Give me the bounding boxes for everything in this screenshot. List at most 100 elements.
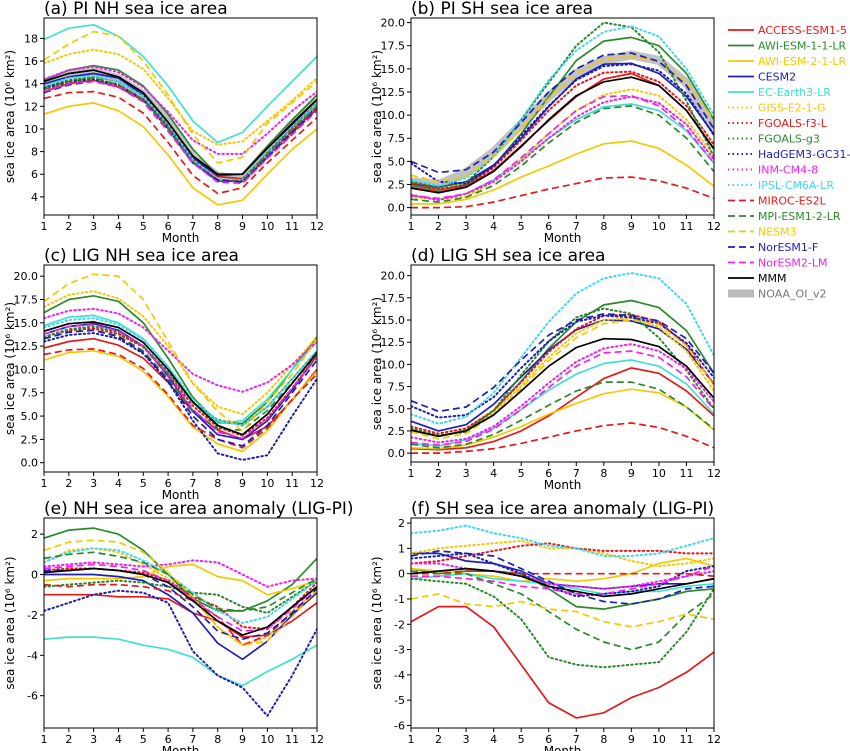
y-tick-label: 20.0: [14, 270, 39, 283]
series-line-fgoals-f3-l: [411, 70, 714, 191]
series-group: [411, 272, 714, 454]
x-tick-label: 10: [652, 733, 666, 746]
y-tick-label: 18: [24, 32, 38, 45]
series-line-hadgem3-gc31-ll: [44, 332, 317, 461]
y-tick-label: 7.5: [388, 132, 406, 145]
y-tick-label: 0: [398, 568, 405, 581]
x-tick-label: 2: [435, 220, 442, 233]
legend-label: MPI-ESM1-2-LR: [758, 210, 841, 223]
x-tick-label: 2: [435, 733, 442, 746]
y-tick-label: 2: [398, 517, 405, 530]
y-axis-label: sea ice area (10⁶ km²): [370, 50, 384, 183]
series-line-inm-cm4-8: [411, 343, 714, 444]
x-tick-label: 3: [463, 220, 470, 233]
x-tick-label: 11: [679, 467, 693, 480]
series-line-mmm: [44, 321, 317, 436]
x-tick-label: 10: [652, 220, 666, 233]
series-line-ec-earth3-lr: [411, 359, 714, 447]
y-tick-label: 15.0: [381, 314, 406, 327]
series-line-giss-e2-1-g: [44, 48, 317, 146]
legend-label: EC-Earth3-LR: [758, 86, 831, 99]
y-axis-label: sea ice area (10⁶ km²): [3, 556, 17, 689]
series-line-mpi-esm1-2-lr: [411, 105, 714, 203]
series-line-fgoals-g3: [44, 325, 317, 427]
series-line-mmm: [411, 76, 714, 194]
series-line-inm-cm4-8: [44, 65, 317, 155]
series-line-miroc-es2l: [44, 90, 317, 195]
y-tick-label: 5.0: [21, 410, 39, 423]
series-group: [411, 21, 714, 209]
y-tick-label: 0.0: [388, 202, 406, 215]
x-tick-label: 5: [518, 220, 525, 233]
legend-label: NOAA_OI_v2: [758, 288, 826, 301]
series-line-access-esm1-5: [411, 367, 714, 451]
y-tick-label: -2: [394, 618, 405, 631]
series-line-noresm2-lm: [44, 563, 317, 632]
legend-label: MMM: [758, 272, 786, 285]
series-group: [44, 23, 317, 206]
series-line-ipsl-cm6a-lr: [44, 317, 317, 427]
x-tick-label: 9: [628, 733, 635, 746]
series-line-awi-esm-1-1-lr: [411, 36, 714, 191]
x-tick-label: 2: [435, 467, 442, 480]
y-tick-label: 8: [31, 146, 38, 159]
series-line-mmm: [44, 567, 317, 636]
x-tick-label: 6: [165, 477, 172, 490]
x-tick-label: 5: [140, 477, 147, 490]
y-tick-label: -6: [27, 690, 38, 703]
panel-title: (e) NH sea ice area anomaly (LIG-PI): [44, 499, 354, 519]
y-tick-label: 2.5: [388, 178, 406, 191]
series-line-fgoals-g3: [411, 577, 714, 669]
x-tick-label: 4: [490, 467, 497, 480]
legend-label: FGOALS-g3: [758, 133, 820, 146]
x-tick-label: 10: [260, 733, 274, 746]
legend-label: NorESM2-LM: [758, 257, 828, 270]
y-tick-label: 7.5: [21, 387, 39, 400]
x-tick-label: 12: [707, 467, 721, 480]
series-line-access-esm1-5: [44, 593, 317, 638]
series-line-noresm2-lm: [411, 565, 714, 595]
y-tick-label: -4: [27, 649, 38, 662]
x-tick-label: 1: [408, 220, 415, 233]
series-line-ipsl-cm6a-lr: [411, 25, 714, 187]
y-tick-label: 5.0: [388, 403, 406, 416]
y-tick-label: 6: [31, 168, 38, 181]
series-line-nesm3: [411, 593, 714, 628]
x-tick-label: 8: [214, 733, 221, 746]
x-tick-label: 5: [518, 467, 525, 480]
plot-frame: [43, 17, 318, 216]
x-tick-label: 6: [165, 733, 172, 746]
legend-label: FGOALS-f3-L: [758, 117, 828, 130]
series-group: [411, 524, 714, 719]
series-line-miroc-es2l: [44, 348, 317, 449]
y-tick-label: 15.0: [381, 63, 406, 76]
x-tick-label: 12: [310, 220, 324, 233]
y-tick-label: -2: [27, 609, 38, 622]
y-tick-label: 10.0: [381, 109, 406, 122]
series-line-miroc-es2l: [411, 422, 714, 454]
x-tick-label: 11: [679, 733, 693, 746]
panel-title: (b) PI SH sea ice area: [411, 0, 593, 19]
series-line-nesm3: [411, 55, 714, 183]
series-line-fgoals-g3: [44, 75, 317, 182]
x-tick-label: 4: [115, 477, 122, 490]
y-tick-label: -3: [394, 644, 405, 657]
plot-frame: [43, 517, 318, 729]
y-tick-label: 4: [31, 191, 38, 204]
series-line-noresm2-lm: [44, 80, 317, 185]
x-tick-label: 8: [214, 477, 221, 490]
x-axis-label: Month: [544, 744, 582, 751]
x-tick-label: 1: [41, 220, 48, 233]
y-tick-label: 7.5: [388, 381, 406, 394]
series-line-mpi-esm1-2-lr: [44, 77, 317, 182]
series-line-hadgem3-gc31-ll: [411, 63, 714, 185]
x-tick-label: 7: [573, 220, 580, 233]
y-tick-label: 20.0: [381, 270, 406, 283]
x-tick-label: 10: [260, 220, 274, 233]
panel-title: (d) LIG SH sea ice area: [411, 246, 605, 266]
x-tick-label: 3: [90, 477, 97, 490]
x-tick-label: 7: [573, 467, 580, 480]
series-line-awi-esm-2-1-lr: [44, 102, 317, 206]
x-tick-label: 4: [490, 733, 497, 746]
